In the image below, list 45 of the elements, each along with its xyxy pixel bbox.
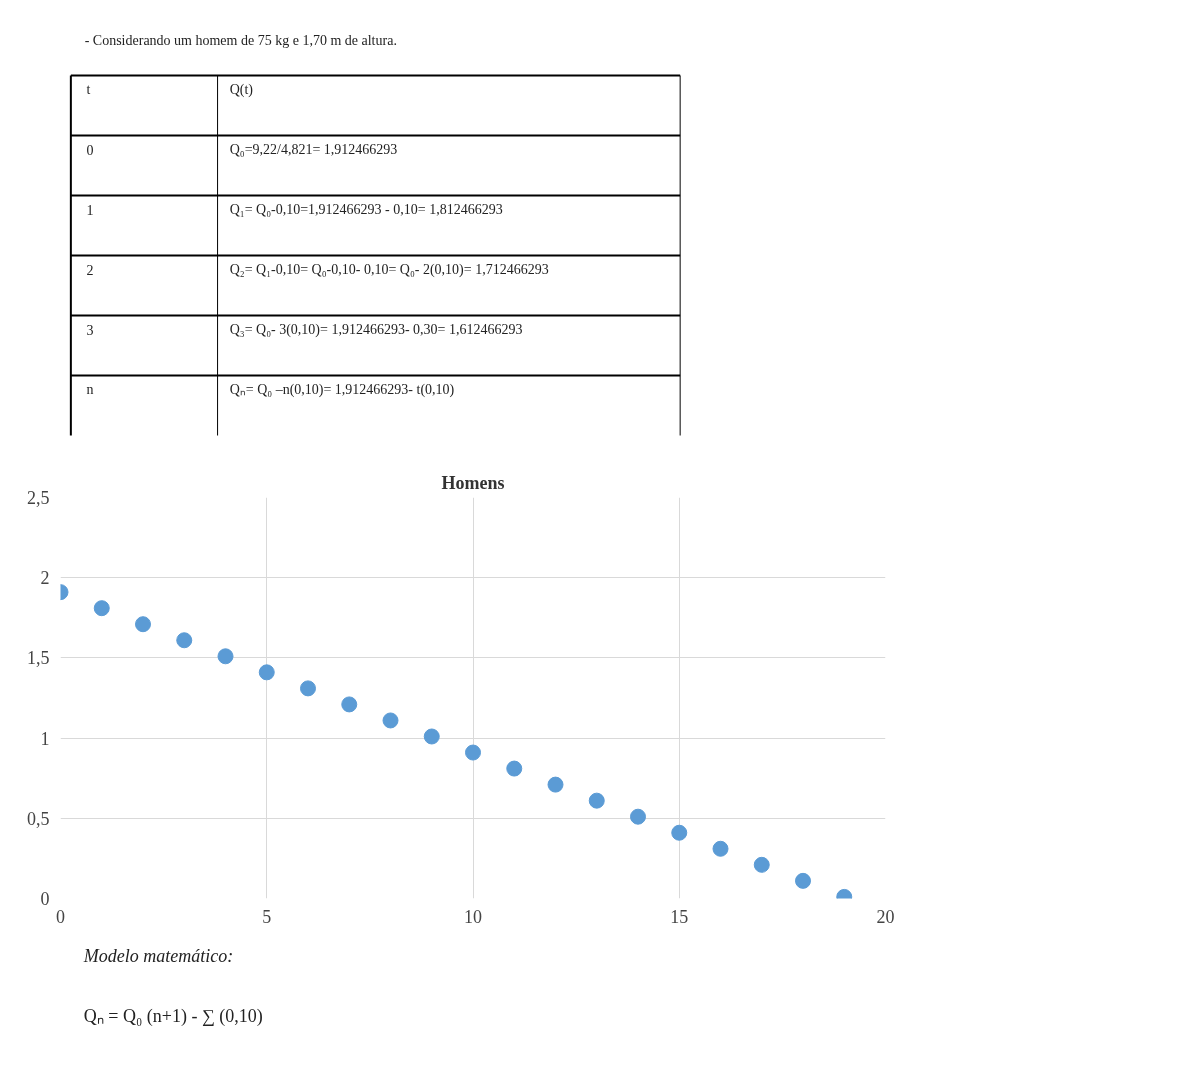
text: n — [86, 382, 94, 397]
point — [547, 776, 564, 793]
y-tick-label: 1,5 — [27, 648, 50, 669]
text: 0 — [86, 142, 94, 158]
point — [671, 824, 688, 841]
x-tick-label: 5 — [262, 906, 272, 927]
text: Modelo matemático: — [82, 945, 234, 966]
point — [300, 680, 316, 697]
point — [465, 744, 481, 761]
text: Q(t) — [229, 82, 254, 98]
point — [630, 808, 646, 825]
point — [423, 728, 440, 745]
x-tick-label: 20 — [876, 906, 895, 927]
y-tick-label: 0,5 — [27, 808, 50, 829]
y-tick-label: 2 — [40, 568, 50, 589]
x-tick-label: 15 — [670, 906, 689, 927]
point — [588, 792, 605, 809]
text: Q₃= Q₀- 3(0,10)= 1,912466293- 0,30= 1,612466293 — [229, 322, 523, 338]
text: Qₙ= Q₀ –n(0,10)= 1,912466293- t(0,10) — [229, 382, 455, 398]
text: Q₁= Q₀-0,10=1,912466293 - 0,10= 1,812466293 — [229, 202, 503, 217]
point — [382, 712, 399, 729]
y-tick-label: 1 — [40, 728, 50, 749]
text: Qₙ = Q₀ (n+1) - ∑ (0,10) — [83, 1005, 263, 1027]
x-tick-label: 0 — [56, 906, 65, 927]
point — [135, 616, 151, 633]
text: t — [86, 82, 91, 97]
point — [93, 600, 110, 617]
point — [753, 856, 770, 873]
y-tick-label: 0 — [40, 889, 50, 909]
point — [176, 632, 193, 649]
text: 3 — [86, 322, 94, 338]
chart-title: Homens — [441, 472, 505, 493]
text: 2 — [86, 262, 94, 278]
point — [506, 760, 523, 777]
point — [795, 872, 811, 889]
x-tick-label: 10 — [464, 906, 482, 927]
text: 1 — [86, 202, 94, 218]
text: - Considerando um homem de 75 kg e 1,70 m de altura. — [84, 33, 397, 48]
point — [258, 664, 275, 681]
point — [217, 648, 234, 665]
point — [341, 696, 358, 713]
point — [712, 840, 729, 857]
text: Q₀=9,22/4,821= 1,912466293 — [229, 142, 398, 157]
text: Q₂= Q₁-0,10= Q₀-0,10- 0,10= Q₀- 2(0,10)= 1,712466293 — [229, 262, 549, 278]
y-tick-label: 2,5 — [27, 488, 50, 508]
